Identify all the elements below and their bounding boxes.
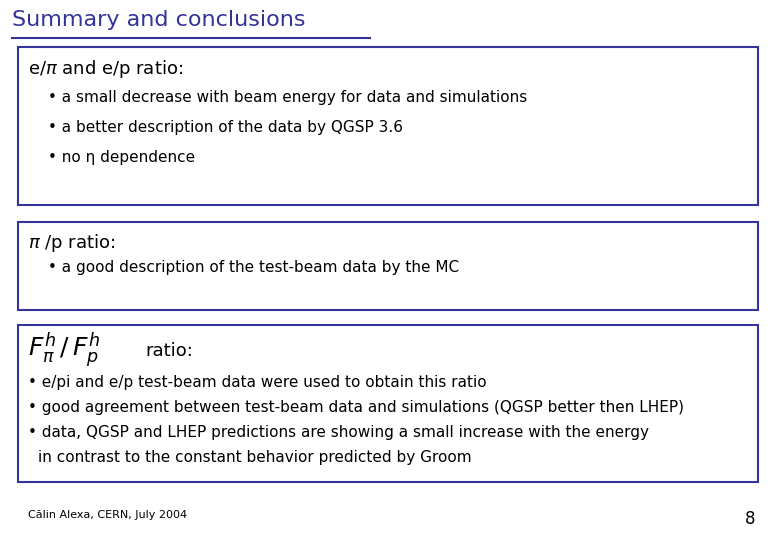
Text: • good agreement between test-beam data and simulations (QGSP better then LHEP): • good agreement between test-beam data … [28, 400, 684, 415]
Text: $\pi$ /p ratio:: $\pi$ /p ratio: [28, 232, 115, 254]
Text: e/$\pi$ and e/p ratio:: e/$\pi$ and e/p ratio: [28, 58, 183, 80]
Bar [18, 47, 758, 205]
Text: 8: 8 [744, 510, 755, 528]
Text: Călin Alexa, CERN, July 2004: Călin Alexa, CERN, July 2004 [28, 510, 187, 520]
Bar [18, 325, 758, 482]
Text: • a small decrease with beam energy for data and simulations: • a small decrease with beam energy for … [48, 90, 527, 105]
Text: • a good description of the test-beam data by the MC: • a good description of the test-beam da… [48, 260, 459, 275]
Text: ratio:: ratio: [145, 342, 193, 360]
Text: $F_\pi^h \,/\, F_p^h$: $F_\pi^h \,/\, F_p^h$ [28, 330, 101, 370]
Text: • e/pi and e/p test-beam data were used to obtain this ratio: • e/pi and e/p test-beam data were used … [28, 375, 487, 390]
Text: • data, QGSP and LHEP predictions are showing a small increase with the energy: • data, QGSP and LHEP predictions are sh… [28, 425, 649, 440]
Text: • a better description of the data by QGSP 3.6: • a better description of the data by QG… [48, 120, 403, 135]
Text: in contrast to the constant behavior predicted by Groom: in contrast to the constant behavior pre… [38, 450, 472, 465]
Bar [18, 222, 758, 310]
Text: • no η dependence: • no η dependence [48, 150, 195, 165]
Text: Summary and conclusions: Summary and conclusions [12, 10, 306, 30]
